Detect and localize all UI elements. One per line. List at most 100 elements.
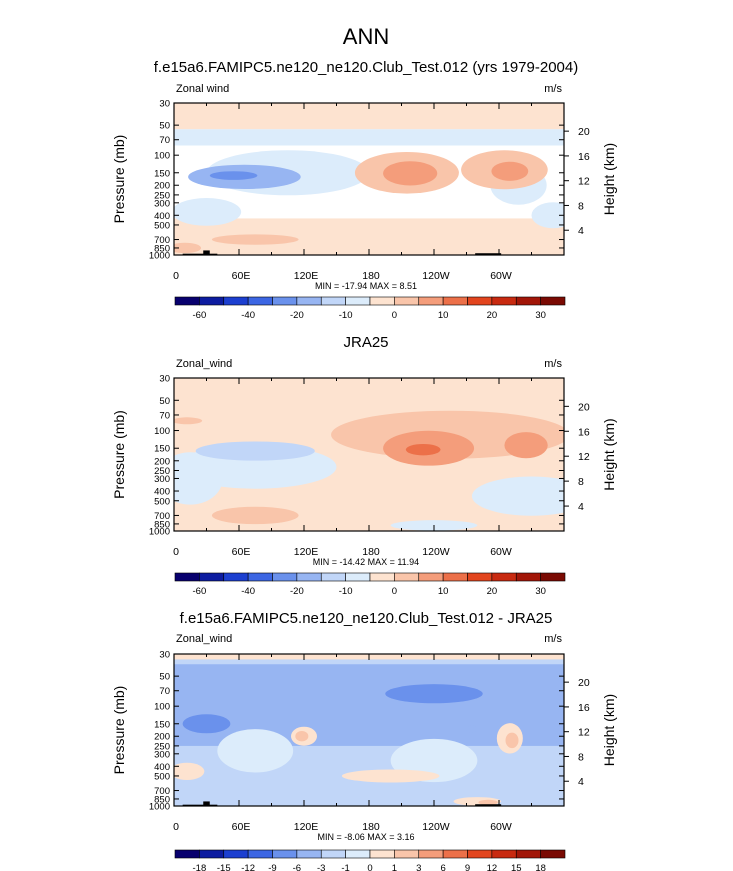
contour-region (174, 198, 242, 226)
height-tick-label: 4 (578, 776, 584, 788)
colorbar-bin (369, 572, 395, 582)
colorbar-label: -15 (217, 863, 231, 871)
pressure-tick-label: 300 (154, 749, 170, 760)
colorbar-bin (320, 572, 346, 582)
colorbar-bin (345, 296, 371, 306)
colorbar: -18 -15 -12 -9 -6 -3 -1 0 1 3 6 9 12 15 18 (174, 849, 566, 871)
colorbar-bin (442, 296, 468, 306)
y-axis-title: Pressure (mb) (111, 686, 127, 775)
colorbar-label: 9 (465, 863, 470, 871)
colorbar-bin (247, 572, 273, 582)
longitude-tick-label: 120E (294, 546, 319, 558)
contour-band (174, 129, 564, 146)
colorbar-bin (199, 849, 225, 859)
pressure-tick-label: 200 (154, 456, 170, 467)
topography-mask (475, 804, 502, 806)
longitude-tick-label: 0 (173, 546, 179, 558)
colorbar-bin (369, 849, 395, 859)
contour-region (174, 762, 205, 781)
height-tick-label: 20 (578, 126, 590, 138)
colorbar-bin (515, 296, 541, 306)
pressure-tick-label: 1000 (149, 251, 170, 262)
colorbar-bin (272, 572, 298, 582)
contour-region (211, 506, 299, 525)
pressure-tick-label: 400 (154, 487, 170, 498)
min-max-stats: MIN = -8.06 MAX = 3.16 (317, 832, 414, 842)
contour-region (182, 714, 231, 734)
pressure-tick-label: 250 (154, 741, 170, 752)
colorbar-label: -18 (193, 863, 207, 871)
pressure-tick-label: 50 (159, 121, 170, 132)
topography-mask (475, 253, 502, 255)
pressure-tick-label: 300 (154, 198, 170, 209)
longitude-tick-label: 180 (362, 270, 380, 282)
contour-region (491, 161, 529, 181)
pressure-tick-label: 300 (154, 474, 170, 485)
colorbar-label: -20 (290, 310, 304, 321)
contour-region (531, 202, 564, 229)
colorbar-bin (491, 296, 517, 306)
colorbar-label: 12 (487, 863, 498, 871)
contour-region (478, 799, 498, 805)
longitude-tick-label: 60E (232, 270, 251, 282)
colorbar-bin (442, 572, 468, 582)
height-tick-label: 12 (578, 451, 590, 463)
colorbar-label: 3 (416, 863, 421, 871)
colorbar-label: 30 (535, 586, 546, 597)
height-tick-label: 20 (578, 401, 590, 413)
colorbar-bin (467, 572, 493, 582)
min-max-stats: MIN = -14.42 MAX = 11.94 (313, 557, 419, 567)
pressure-tick-label: 30 (159, 99, 170, 110)
height-tick-label: 16 (578, 151, 590, 163)
contour-region (466, 725, 478, 733)
colorbar-label: -40 (241, 310, 255, 321)
panel-3: f.e15a6.FAMIPC5.ne120_ne120.Club_Test.01… (111, 610, 617, 871)
longitude-tick-label: 180 (362, 546, 380, 558)
right-axis-title: Height (km) (601, 143, 617, 215)
colorbar-bin (247, 296, 273, 306)
longitude-tick-label: 0 (173, 270, 179, 282)
pressure-tick-label: 30 (159, 650, 170, 661)
colorbar: -60 -40 -20 -10 0 10 20 30 (174, 572, 566, 597)
pressure-tick-label: 150 (154, 719, 170, 730)
colorbar-label: 20 (487, 586, 498, 597)
colorbar-bin (296, 296, 322, 306)
colorbar-label: -3 (317, 863, 325, 871)
pressure-tick-label: 50 (159, 396, 170, 407)
colorbar-label: 15 (511, 863, 522, 871)
colorbar-label: -10 (339, 310, 353, 321)
pressure-tick-label: 50 (159, 672, 170, 683)
contour-region (174, 242, 202, 254)
contour-region (405, 443, 441, 456)
height-tick-label: 20 (578, 677, 590, 689)
pressure-tick-label: 700 (154, 235, 170, 246)
pressure-tick-label: 70 (159, 410, 170, 421)
longitude-tick-label: 180 (362, 821, 380, 833)
units-label: m/s (544, 83, 562, 95)
contour-region (505, 732, 519, 749)
colorbar-bin (223, 572, 249, 582)
pressure-tick-label: 400 (154, 211, 170, 222)
pressure-tick-label: 500 (154, 771, 170, 782)
colorbar-label: 0 (367, 863, 372, 871)
colorbar-bin (223, 296, 249, 306)
colorbar-label: 0 (392, 310, 397, 321)
pressure-tick-label: 850 (154, 519, 170, 530)
colorbar-bin (418, 849, 444, 859)
right-axis-title: Height (km) (601, 418, 617, 490)
contour-region (174, 417, 203, 425)
colorbar-bin (199, 572, 225, 582)
colorbar-bin (174, 849, 200, 859)
colorbar-bin (394, 572, 420, 582)
height-tick-label: 12 (578, 176, 590, 188)
pressure-tick-label: 250 (154, 190, 170, 201)
colorbar-label: 10 (438, 586, 449, 597)
colorbar-bin (394, 296, 420, 306)
height-tick-label: 12 (578, 727, 590, 739)
longitude-tick-label: 0 (173, 821, 179, 833)
height-tick-label: 4 (578, 225, 584, 237)
colorbar-label: -6 (293, 863, 301, 871)
height-tick-label: 16 (578, 702, 590, 714)
